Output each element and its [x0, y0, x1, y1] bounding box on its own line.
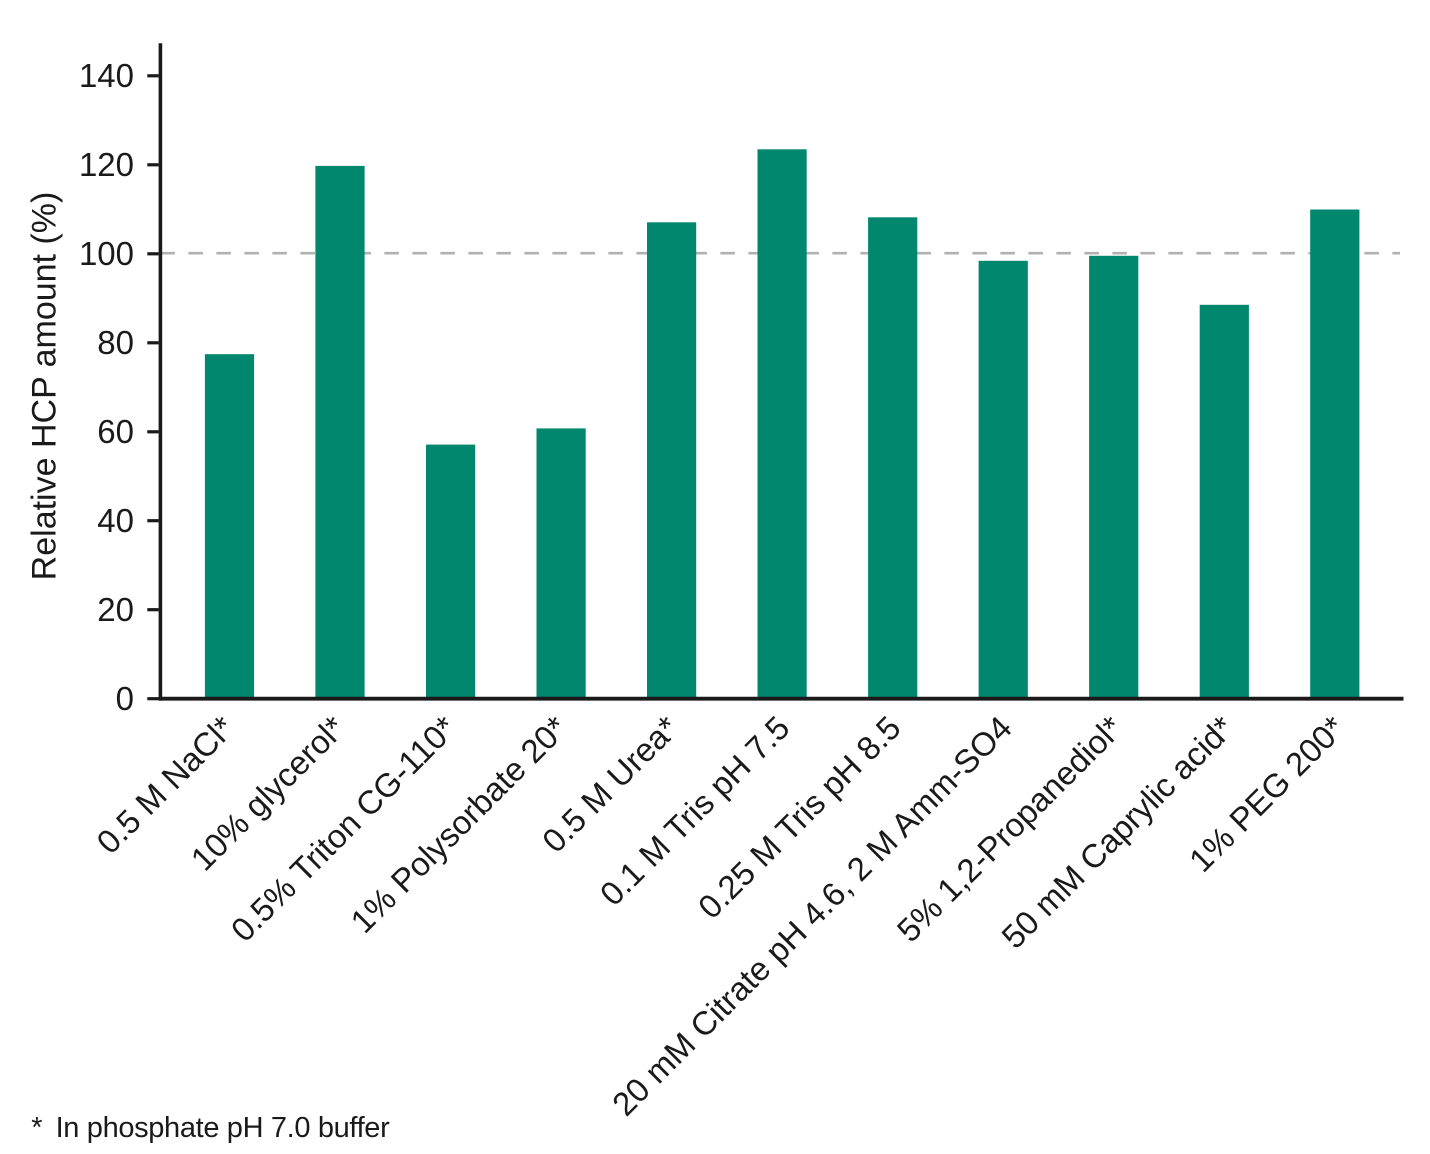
svg-text:80: 80 — [97, 324, 134, 361]
svg-text:100: 100 — [79, 235, 134, 272]
svg-text:40: 40 — [97, 502, 134, 539]
svg-text:0: 0 — [116, 680, 134, 717]
svg-text:120: 120 — [79, 146, 134, 183]
svg-text:1% Polysorbate 20*: 1% Polysorbate 20* — [343, 709, 574, 940]
svg-text:20 mM Citrate pH 4.6, 2 M Amm-: 20 mM Citrate pH 4.6, 2 M Amm-SO4 — [605, 709, 1019, 1123]
svg-text:Relative HCP amount (%): Relative HCP amount (%) — [26, 192, 64, 581]
svg-text:20: 20 — [97, 591, 134, 628]
svg-text:0.1 M Tris pH 7.5: 0.1 M Tris pH 7.5 — [593, 709, 797, 913]
svg-text:0.25 M Tris pH 8.5: 0.25 M Tris pH 8.5 — [691, 709, 908, 926]
svg-text:60: 60 — [97, 413, 134, 450]
svg-text:*: * — [31, 1112, 42, 1144]
svg-text:In phosphate pH 7.0 buffer: In phosphate pH 7.0 buffer — [56, 1112, 390, 1144]
svg-text:140: 140 — [79, 57, 134, 94]
